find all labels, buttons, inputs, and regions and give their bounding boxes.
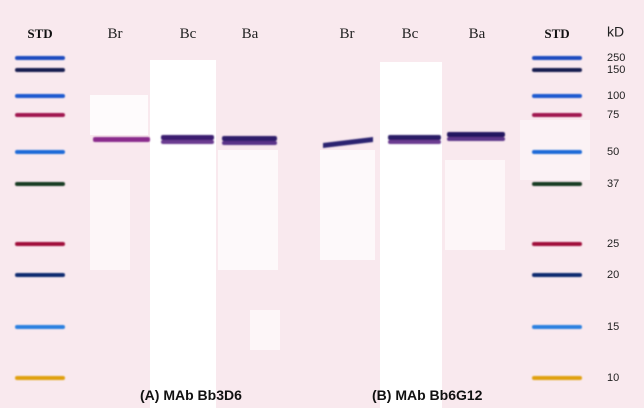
marker-band	[532, 113, 582, 117]
marker-band	[15, 56, 65, 60]
marker-band	[15, 150, 65, 154]
marker-band	[532, 182, 582, 186]
marker-band	[532, 150, 582, 154]
lane-label: Bc	[402, 26, 419, 42]
size-label: 20	[607, 269, 619, 281]
size-label: 10	[607, 372, 619, 384]
marker-band	[532, 273, 582, 277]
marker-band	[532, 94, 582, 98]
size-label: 25	[607, 238, 619, 250]
marker-band	[532, 68, 582, 72]
marker-band	[532, 56, 582, 60]
lane-label: STD	[27, 26, 52, 41]
marker-band	[15, 94, 65, 98]
size-label: 150	[607, 64, 625, 76]
unit-label: kD	[607, 24, 624, 40]
lane-label: Ba	[469, 26, 486, 42]
page: STD Br Bc Ba Br Bc Ba STD 250150 100 75 50 37 25 20 15…	[0, 0, 644, 408]
marker-band	[15, 242, 65, 246]
marker-band	[15, 325, 65, 329]
panel-label: (A) MAb Bb3D6	[140, 387, 242, 403]
marker-band	[15, 68, 65, 72]
marker-band	[15, 113, 65, 117]
marker-band	[15, 273, 65, 277]
size-label: 100	[607, 90, 625, 102]
lane-label: Br	[340, 26, 355, 42]
size-label: 50	[607, 146, 619, 158]
marker-band	[15, 376, 65, 380]
size-label: 250	[607, 52, 625, 64]
blot-figure: STD Br Bc Ba Br Bc Ba STD 250150 100 75 50 37 25 20 15…	[0, 0, 644, 408]
size-label: 75	[607, 109, 619, 121]
size-label: 37	[607, 178, 619, 190]
marker-band	[15, 182, 65, 186]
size-label: 15	[607, 321, 619, 333]
marker-band	[532, 325, 582, 329]
lane-label: Bc	[180, 26, 197, 42]
lane-label: Ba	[242, 26, 259, 42]
panel-label: (B) MAb Bb6G12	[372, 387, 483, 403]
marker-band	[532, 376, 582, 380]
lane-label: Br	[108, 26, 123, 42]
marker-band	[532, 242, 582, 246]
lane-label: STD	[544, 26, 569, 41]
